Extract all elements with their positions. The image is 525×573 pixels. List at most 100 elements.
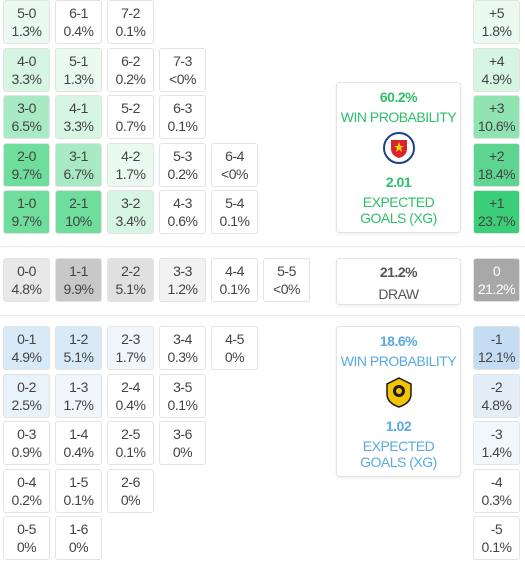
score: 4-1 — [69, 100, 88, 116]
win-pct: 60.2% — [379, 89, 418, 105]
score: 0-4 — [17, 473, 36, 490]
score-cell: 6-4 <0% — [211, 142, 258, 187]
probability: 0.2% — [167, 165, 198, 182]
score: +5 — [489, 5, 504, 21]
score: 3-4 — [173, 331, 192, 347]
score: 5-3 — [173, 147, 192, 164]
margin-cell: 0 21.2% — [473, 258, 520, 302]
score-cell: 3-4 0.3% — [159, 326, 206, 370]
score-cell: 3-6 0% — [159, 421, 206, 465]
probability: 23.7% — [477, 213, 516, 229]
score-cell: 3-5 0.1% — [159, 373, 206, 418]
score: 3-0 — [17, 100, 36, 116]
score: 1-5 — [69, 473, 88, 490]
margin-cell: -1 12.1% — [473, 326, 520, 370]
draw-pct: 21.2% — [379, 264, 418, 280]
probability: 0.1% — [167, 396, 198, 413]
score: 1-3 — [69, 378, 88, 395]
probability: 1.7% — [115, 165, 146, 182]
score: 4-3 — [173, 195, 192, 211]
score: 6-3 — [173, 100, 192, 116]
probability: 10.6% — [477, 118, 516, 134]
margin-cell: +2 18.4% — [473, 142, 520, 187]
probability: 3.4% — [115, 213, 146, 229]
probability: 4.9% — [11, 349, 42, 365]
probability: 0.1% — [481, 539, 512, 555]
probability: 1.7% — [115, 349, 146, 365]
probability: 0% — [224, 349, 245, 365]
probability: 9.7% — [11, 213, 42, 229]
score-cell: 0-5 0% — [3, 516, 50, 560]
home-logo — [382, 132, 415, 164]
score-cell: 2-6 0% — [107, 468, 154, 513]
score-cell: 6-1 0.4% — [55, 0, 102, 44]
margin-cell: -2 4.8% — [473, 373, 520, 418]
score: 3-1 — [69, 147, 88, 164]
separator — [0, 315, 525, 316]
score-cell: 3-2 3.4% — [107, 190, 154, 234]
score: 2-6 — [121, 473, 140, 490]
away-logo — [385, 377, 412, 408]
score: 2-1 — [69, 195, 88, 211]
score: 7-2 — [121, 5, 140, 21]
score: 4-4 — [225, 263, 244, 279]
probability: 12.1% — [477, 349, 516, 365]
score: 4-5 — [225, 331, 244, 347]
score: 1-1 — [69, 263, 88, 279]
probability: 0.3% — [481, 491, 512, 508]
draw-summary: 21.2% DRAW — [336, 258, 461, 305]
score-cell: 3-3 1.2% — [159, 258, 206, 302]
score: 2-5 — [121, 426, 140, 442]
score-cell: 3-0 6.5% — [3, 95, 50, 139]
score-cell: 0-1 4.9% — [3, 326, 50, 370]
probability: 21.2% — [477, 281, 516, 297]
probability: 9.9% — [63, 281, 94, 297]
score: 2-4 — [121, 378, 140, 395]
score-cell: 5-0 1.3% — [3, 0, 50, 44]
score-cell: 1-4 0.4% — [55, 421, 102, 465]
margin-cell: +3 10.6% — [473, 95, 520, 139]
probability: 3.3% — [63, 118, 94, 134]
score: 6-2 — [121, 52, 140, 69]
score: 3-6 — [173, 426, 192, 442]
probability: 0.4% — [115, 396, 146, 413]
probability: 9.7% — [11, 165, 42, 182]
score: +1 — [489, 195, 504, 211]
margin-cell: +5 1.8% — [473, 0, 520, 44]
score: 4-2 — [121, 147, 140, 164]
score: +3 — [489, 100, 504, 116]
score: 1-2 — [69, 331, 88, 347]
margin-cell: -4 0.3% — [473, 468, 520, 513]
score-cell: 2-1 10% — [55, 190, 102, 234]
score-cell: 1-6 0% — [55, 516, 102, 560]
away-summary: 18.6% WIN PROBABILITY 1.02 EXPECTED GOAL… — [336, 326, 461, 477]
score: -5 — [490, 521, 503, 537]
score: 0-5 — [17, 521, 36, 537]
score-cell: 2-4 0.4% — [107, 373, 154, 418]
score: 2-0 — [17, 147, 36, 164]
score-cell: 5-5 <0% — [263, 258, 310, 302]
score: 3-2 — [121, 195, 140, 211]
score-cell: 5-3 0.2% — [159, 142, 206, 187]
score: -3 — [490, 426, 503, 442]
score-cell: 5-4 0.1% — [211, 190, 258, 234]
xg-value: 1.02 — [385, 418, 412, 434]
margin-cell: +4 4.9% — [473, 47, 520, 92]
score: 5-1 — [69, 52, 88, 69]
margin-cell: -5 0.1% — [473, 516, 520, 560]
margin-cell: +1 23.7% — [473, 190, 520, 234]
probability: 0.6% — [167, 213, 198, 229]
score: -2 — [490, 378, 503, 395]
score: +2 — [489, 147, 504, 164]
probability: 0.1% — [115, 23, 146, 39]
probability: 18.4% — [477, 165, 516, 182]
probability: 1.3% — [11, 23, 42, 39]
probability: 5.1% — [63, 349, 94, 365]
probability: 1.3% — [63, 70, 94, 87]
probability: 0% — [16, 539, 37, 555]
probability: 1.7% — [63, 396, 94, 413]
score-cell: 1-1 9.9% — [55, 258, 102, 302]
score-cell: 0-2 2.5% — [3, 373, 50, 418]
score-cell: 4-4 0.1% — [211, 258, 258, 302]
